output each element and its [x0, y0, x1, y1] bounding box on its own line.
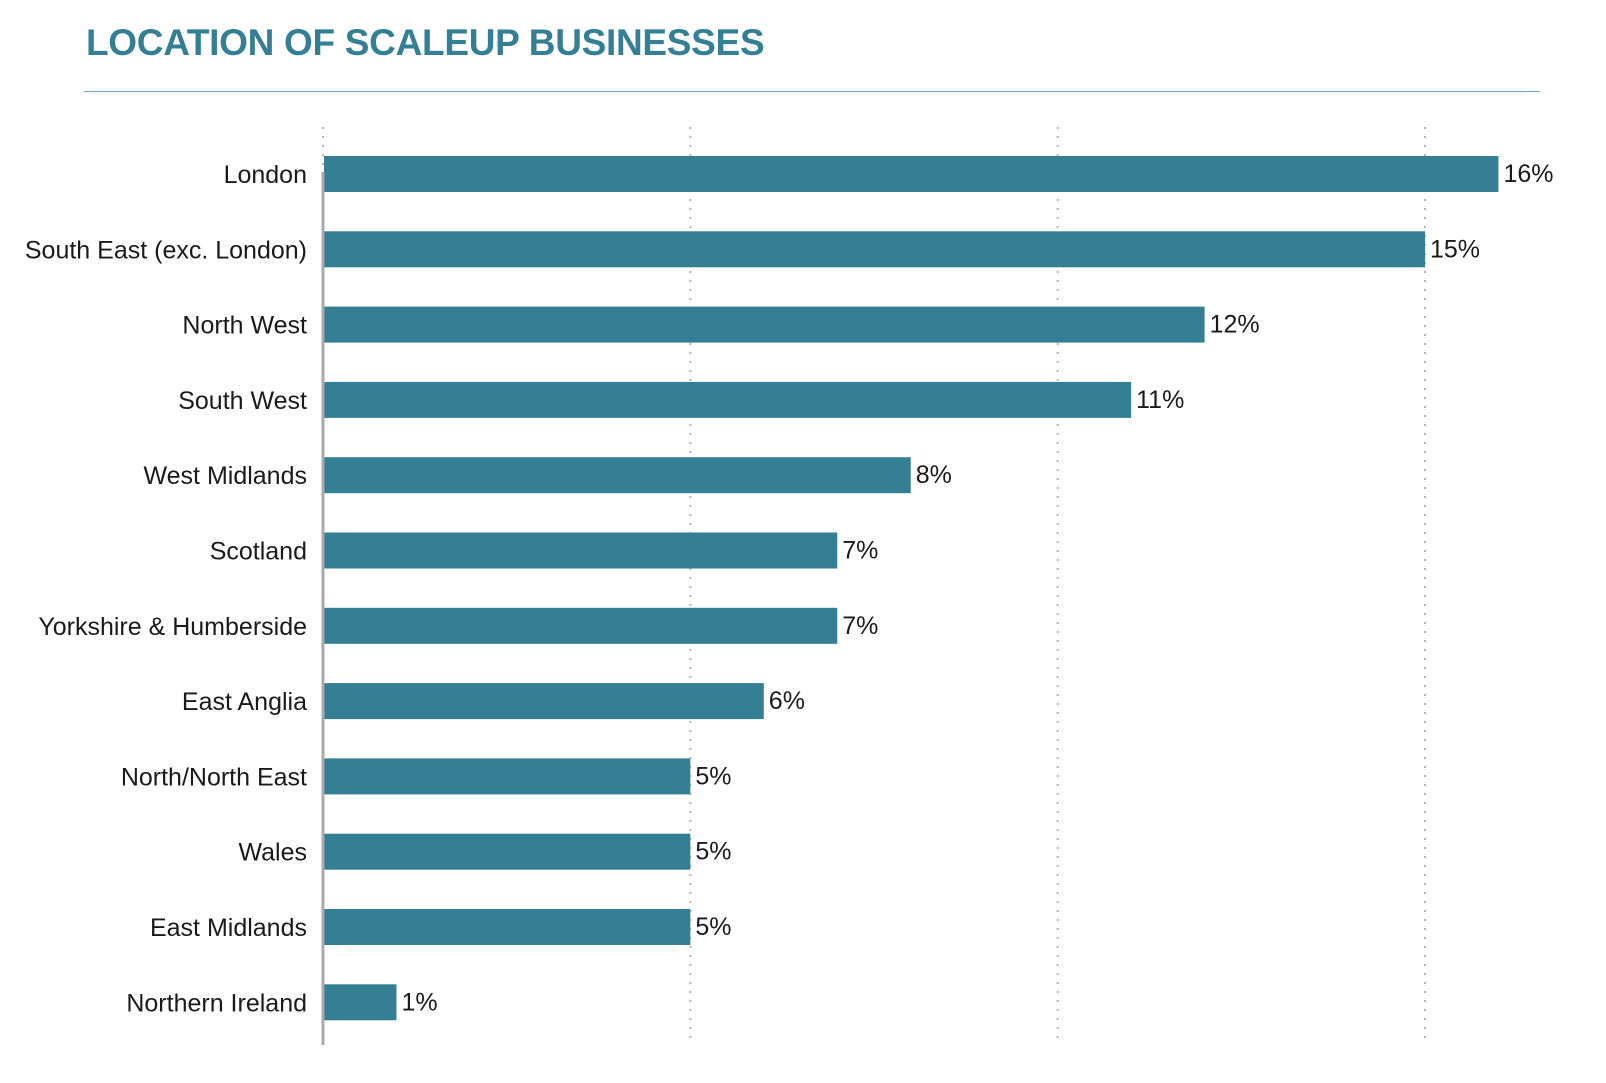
value-label-8: 6% — [769, 687, 805, 715]
value-label-9: 5% — [695, 762, 731, 790]
category-labels: London South East (exc. London) North West… — [25, 161, 307, 1017]
category-label-4: South West — [178, 387, 307, 415]
bars — [324, 156, 1499, 1021]
value-label-10: 5% — [695, 838, 731, 866]
bar-1 — [324, 156, 1499, 192]
category-label-10: Wales — [238, 839, 307, 867]
category-label-5: West Midlands — [144, 462, 308, 490]
value-label-1: 16% — [1503, 160, 1553, 188]
category-label-1: London — [224, 161, 307, 189]
bar-12 — [324, 984, 397, 1021]
value-label-2: 15% — [1430, 235, 1480, 263]
value-label-3: 12% — [1210, 311, 1260, 339]
value-label-6: 7% — [842, 537, 878, 565]
category-label-2: South East (exc. London) — [25, 236, 307, 264]
category-label-3: North West — [182, 312, 307, 340]
bar-5 — [324, 457, 911, 494]
bar-11 — [324, 909, 691, 945]
value-label-4: 11% — [1136, 386, 1184, 414]
value-label-5: 8% — [916, 461, 952, 489]
bar-3 — [324, 306, 1205, 343]
value-label-7: 7% — [842, 612, 878, 640]
bar-10 — [324, 833, 691, 870]
bar-2 — [324, 231, 1425, 268]
category-label-11: East Midlands — [150, 914, 307, 942]
bar-9 — [324, 758, 691, 795]
chart-title: LOCATION OF SCALEUP BUSINESSES — [86, 22, 765, 63]
bar-8 — [324, 683, 764, 720]
title-divider — [84, 91, 1540, 92]
category-label-7: Yorkshire & Humberside — [38, 613, 307, 641]
bar-7 — [324, 607, 838, 644]
bar-6 — [324, 532, 838, 569]
category-label-8: East Anglia — [182, 688, 307, 716]
value-labels: 16% 15% 12% 11% 8% 7% 7% 6% 5% 5% 5% 1% — [401, 160, 1553, 1016]
category-label-9: North/North East — [121, 763, 307, 791]
category-label-6: Scotland — [210, 538, 307, 566]
value-label-12: 1% — [401, 988, 437, 1016]
value-label-11: 5% — [695, 913, 731, 941]
category-label-12: Northern Ireland — [126, 989, 307, 1017]
bar-4 — [324, 381, 1132, 418]
gridlines — [322, 127, 1426, 1045]
